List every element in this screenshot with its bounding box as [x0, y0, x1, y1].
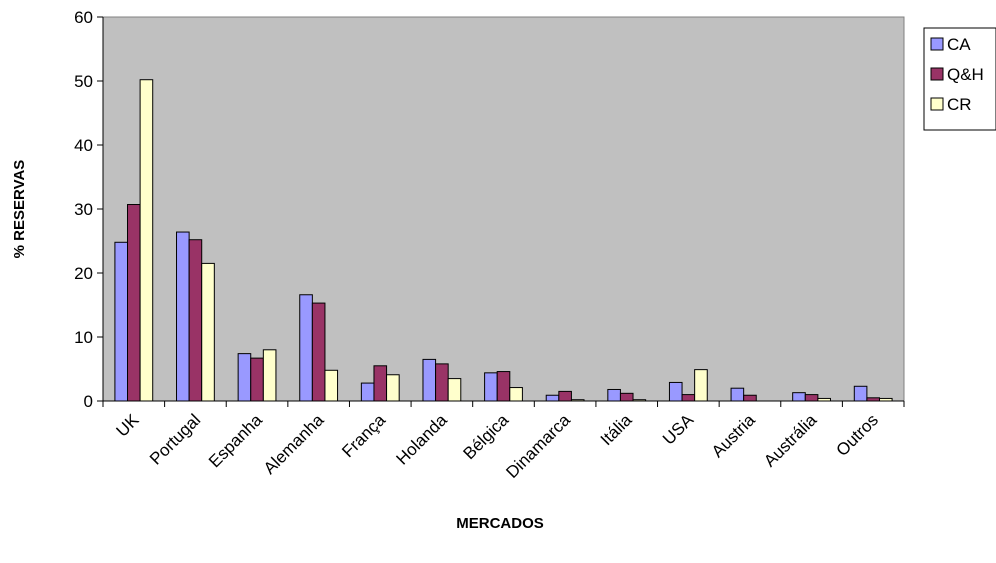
bar — [360, 382, 375, 402]
bar — [422, 358, 437, 402]
bar — [484, 372, 498, 402]
bar — [188, 239, 203, 402]
bar — [176, 231, 190, 402]
bar — [558, 390, 572, 402]
x-tick-label: Bélgica — [459, 410, 512, 463]
bar — [792, 392, 806, 402]
bar — [496, 371, 511, 402]
y-axis-title: % RESERVAS — [11, 160, 28, 259]
bar — [114, 241, 129, 402]
x-tick-label: Alemanha — [260, 410, 328, 478]
x-tick-label: Dinamarca — [502, 410, 574, 482]
bar — [324, 369, 339, 402]
bar — [545, 394, 560, 402]
y-axis-ticks: 0 10 20 30 40 50 60 — [74, 8, 103, 411]
x-tick-label: Austrália — [760, 410, 821, 471]
bar — [386, 374, 400, 402]
bar — [619, 392, 634, 402]
y-tick-label: 0 — [84, 392, 93, 411]
y-tick-label: 10 — [74, 328, 93, 347]
y-tick-label: 40 — [74, 136, 93, 155]
bars-group — [114, 79, 893, 402]
legend: CA Q&H CR — [923, 27, 996, 131]
legend-label: CA — [947, 35, 971, 54]
bar — [804, 394, 819, 402]
bar — [730, 387, 745, 402]
bar — [743, 394, 757, 402]
x-axis-title: MERCADOS — [456, 515, 544, 532]
bar — [311, 302, 326, 402]
plot-area — [102, 16, 905, 402]
bar — [299, 294, 313, 402]
bar — [681, 394, 696, 402]
bar — [250, 357, 264, 402]
bar — [435, 363, 449, 402]
x-tick-label: USA — [659, 410, 698, 449]
x-tick-label: Outros — [833, 410, 883, 460]
x-tick-label: Holanda — [392, 410, 451, 469]
bar — [127, 204, 141, 402]
legend-label: CR — [947, 95, 972, 114]
bar — [668, 381, 683, 402]
bar — [694, 369, 708, 402]
x-tick-label: Espanha — [205, 410, 266, 471]
x-tick-label: França — [338, 410, 389, 461]
y-tick-label: 60 — [74, 8, 93, 27]
bar — [373, 365, 388, 402]
y-tick-label: 30 — [74, 200, 93, 219]
legend-swatch — [930, 37, 944, 51]
x-tick-label: Itália — [597, 410, 636, 449]
bar — [509, 387, 523, 402]
x-tick-label: Portugal — [146, 410, 204, 468]
bar — [853, 385, 868, 402]
bar — [237, 353, 252, 402]
x-tick-label: UK — [112, 410, 143, 441]
legend-label: Q&H — [947, 65, 984, 84]
legend-swatch — [930, 97, 944, 111]
bar — [139, 79, 154, 402]
x-tick-label: Austria — [708, 410, 759, 461]
y-tick-label: 20 — [74, 264, 93, 283]
bar — [262, 349, 277, 402]
bar — [447, 378, 462, 402]
bar — [201, 262, 215, 402]
legend-swatch — [930, 67, 944, 81]
y-tick-label: 50 — [74, 72, 93, 91]
bar — [607, 388, 621, 402]
